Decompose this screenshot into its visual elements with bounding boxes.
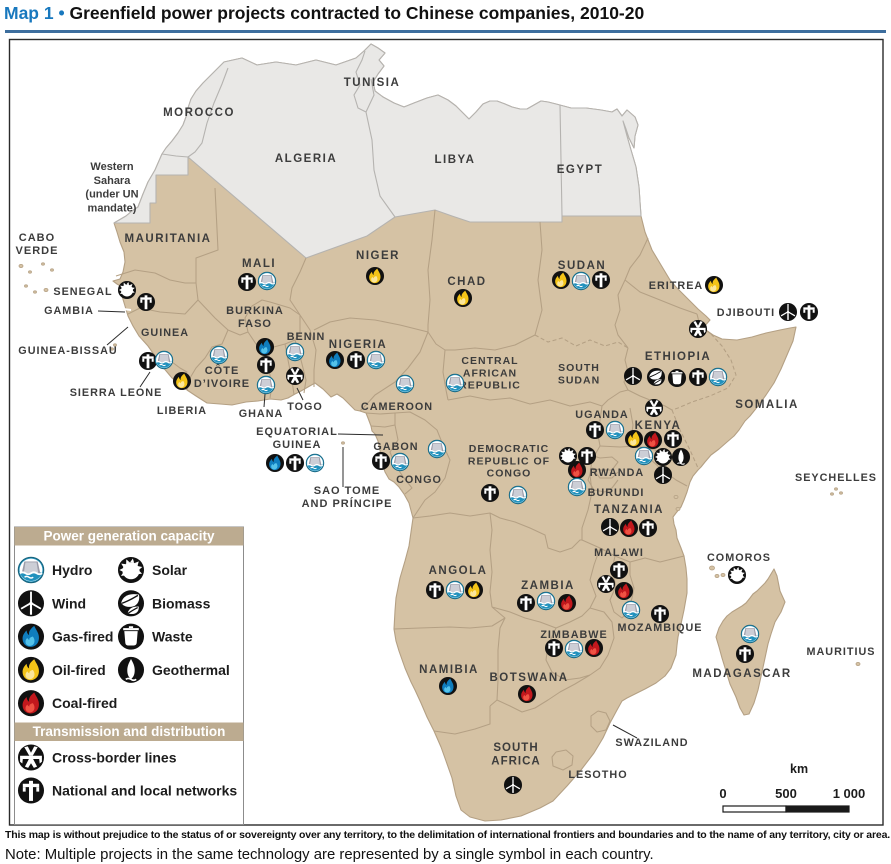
svg-text:Western: Western xyxy=(90,161,133,173)
svg-text:SENEGAL: SENEGAL xyxy=(53,286,112,298)
svg-text:COMOROS: COMOROS xyxy=(707,552,771,564)
svg-text:MALAWI: MALAWI xyxy=(594,547,644,559)
svg-text:DEMOCRATIC: DEMOCRATIC xyxy=(469,443,549,455)
svg-text:SOUTH: SOUTH xyxy=(493,742,538,754)
svg-text:(under UN: (under UN xyxy=(85,189,138,201)
svg-text:500: 500 xyxy=(775,786,797,801)
svg-text:SIERRA LEONE: SIERRA LEONE xyxy=(70,387,163,399)
svg-text:GUINEA: GUINEA xyxy=(141,327,189,339)
svg-text:TOGO: TOGO xyxy=(287,401,323,413)
svg-text:Geothermal: Geothermal xyxy=(152,662,230,678)
svg-text:EQUATORIAL: EQUATORIAL xyxy=(256,426,338,438)
svg-text:ZIMBABWE: ZIMBABWE xyxy=(540,629,607,641)
svg-text:ALGERIA: ALGERIA xyxy=(275,153,337,165)
svg-text:BOTSWANA: BOTSWANA xyxy=(489,672,568,684)
svg-text:SWAZILAND: SWAZILAND xyxy=(615,737,688,749)
svg-text:ERITREA: ERITREA xyxy=(649,280,703,292)
svg-text:TANZANIA: TANZANIA xyxy=(594,504,664,516)
svg-text:1 000: 1 000 xyxy=(833,786,866,801)
svg-text:BENIN: BENIN xyxy=(287,331,326,343)
svg-text:ANGOLA: ANGOLA xyxy=(429,565,488,577)
svg-text:SUDAN: SUDAN xyxy=(558,374,600,386)
svg-text:CONGO: CONGO xyxy=(396,474,442,486)
svg-text:SEYCHELLES: SEYCHELLES xyxy=(795,472,877,484)
svg-text:NIGER: NIGER xyxy=(356,250,400,262)
svg-text:CAMEROON: CAMEROON xyxy=(361,401,433,413)
svg-text:D’IVOIRE: D’IVOIRE xyxy=(194,378,250,390)
svg-text:GUINEA-BISSAU: GUINEA-BISSAU xyxy=(18,345,117,357)
svg-text:GHANA: GHANA xyxy=(239,408,284,420)
svg-text:LIBYA: LIBYA xyxy=(435,154,476,166)
svg-text:CÔTE: CÔTE xyxy=(205,364,240,377)
svg-text:DJIBOUTI: DJIBOUTI xyxy=(717,307,775,319)
svg-text:Solar: Solar xyxy=(152,562,188,578)
svg-text:CONGO: CONGO xyxy=(487,468,532,480)
svg-text:National and local networks: National and local networks xyxy=(52,783,237,799)
svg-text:REPUBLIC: REPUBLIC xyxy=(459,380,521,392)
svg-text:MOZAMBIQUE: MOZAMBIQUE xyxy=(618,622,703,634)
svg-text:CENTRAL: CENTRAL xyxy=(461,355,518,367)
svg-text:AFRICA: AFRICA xyxy=(491,755,540,767)
svg-text:NIGERIA: NIGERIA xyxy=(329,339,387,351)
svg-text:mandate): mandate) xyxy=(88,202,137,214)
svg-text:LIBERIA: LIBERIA xyxy=(157,405,207,417)
svg-text:GUINEA: GUINEA xyxy=(273,439,322,451)
svg-text:Gas-fired: Gas-fired xyxy=(52,629,113,645)
svg-text:AND PRÍNCIPE: AND PRÍNCIPE xyxy=(302,497,393,510)
svg-text:SAO TOME: SAO TOME xyxy=(314,485,380,497)
svg-text:SOMALIA: SOMALIA xyxy=(735,399,799,411)
svg-text:Oil-fired: Oil-fired xyxy=(52,662,106,678)
svg-text:GABON: GABON xyxy=(373,441,418,453)
svg-text:Waste: Waste xyxy=(152,629,193,645)
svg-text:UGANDA: UGANDA xyxy=(575,409,628,421)
svg-text:Hydro: Hydro xyxy=(52,562,92,578)
svg-text:MOROCCO: MOROCCO xyxy=(163,107,235,119)
svg-text:AFRICAN: AFRICAN xyxy=(463,367,517,379)
svg-text:Coal-fired: Coal-fired xyxy=(52,695,117,711)
svg-text:BURUNDI: BURUNDI xyxy=(588,487,645,499)
svg-text:MALI: MALI xyxy=(242,258,276,270)
svg-text:SUDAN: SUDAN xyxy=(558,260,606,272)
svg-text:ETHIOPIA: ETHIOPIA xyxy=(645,351,711,363)
svg-text:MADAGASCAR: MADAGASCAR xyxy=(692,668,791,680)
svg-text:Power generation capacity: Power generation capacity xyxy=(43,529,215,544)
svg-text:MAURITANIA: MAURITANIA xyxy=(125,233,212,245)
svg-text:EGYPT: EGYPT xyxy=(557,164,603,176)
svg-text:KENYA: KENYA xyxy=(635,420,682,432)
svg-text:RWANDA: RWANDA xyxy=(590,467,644,479)
svg-text:BURKINA: BURKINA xyxy=(226,305,284,317)
svg-text:TUNISIA: TUNISIA xyxy=(344,77,401,89)
svg-text:Cross-border lines: Cross-border lines xyxy=(52,750,177,766)
svg-text:km: km xyxy=(790,762,808,776)
svg-text:0: 0 xyxy=(719,786,726,801)
svg-text:NAMIBIA: NAMIBIA xyxy=(419,664,479,676)
svg-text:GAMBIA: GAMBIA xyxy=(44,305,94,317)
svg-text:Transmission and distribution: Transmission and distribution xyxy=(33,724,226,739)
svg-text:REPUBLIC OF: REPUBLIC OF xyxy=(468,455,550,467)
svg-text:Sahara: Sahara xyxy=(94,175,132,187)
svg-text:CABO: CABO xyxy=(19,232,55,244)
svg-text:CHAD: CHAD xyxy=(447,276,486,288)
svg-text:MAURITIUS: MAURITIUS xyxy=(807,646,876,658)
svg-text:FASO: FASO xyxy=(238,318,272,330)
svg-text:Wind: Wind xyxy=(52,595,86,611)
svg-text:ZAMBIA: ZAMBIA xyxy=(521,580,575,592)
svg-text:LESOTHO: LESOTHO xyxy=(568,769,627,781)
svg-text:SOUTH: SOUTH xyxy=(558,362,600,374)
svg-text:Biomass: Biomass xyxy=(152,595,211,611)
svg-text:VERDE: VERDE xyxy=(16,245,59,257)
